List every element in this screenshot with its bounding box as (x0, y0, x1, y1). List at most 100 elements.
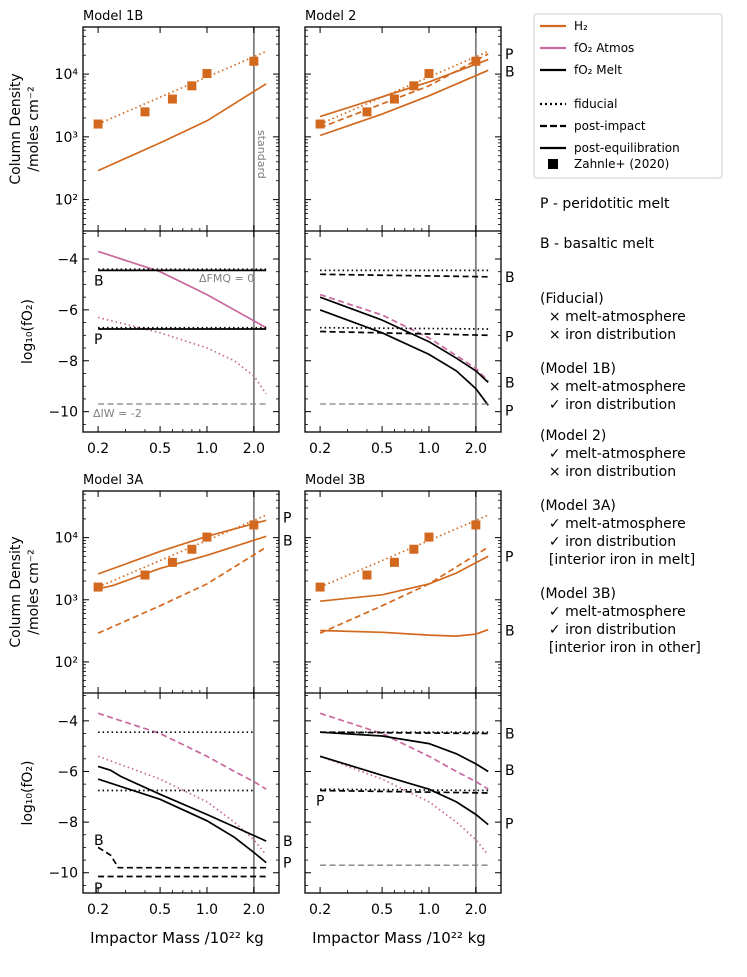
fo2-plot (97, 712, 267, 878)
x-tick-label: 0.5 (149, 441, 171, 457)
inline-label: P (505, 403, 513, 419)
x-tick-label: 1.0 (196, 441, 218, 457)
y-axis-label-fo2: log₁₀(fO₂) (20, 760, 36, 825)
panel-model-3b: Model 3B P B B B P P 0.2 0.5 1.0 2.0 (304, 473, 515, 918)
series-line-fo2-atmos-fiducial (97, 755, 267, 856)
series-line-fo2-melt-p-fiducial (320, 326, 489, 330)
legend-label: fO₂ Melt (574, 63, 622, 77)
series-line-h2-post-impact (97, 546, 267, 634)
zahnle-point (362, 570, 372, 580)
note-line: B - basaltic melt (540, 236, 654, 252)
series-line-fo2-atmos-post-impact (319, 712, 489, 790)
zahnle-point (187, 544, 197, 554)
series-line-fo2-melt-p-post-equilibration (319, 309, 489, 406)
inline-label: P (316, 794, 324, 810)
y-tick-label: −10 (48, 405, 78, 421)
note-line: (Model 2) (540, 428, 606, 444)
y-axis-label-column: Column Density (8, 73, 24, 184)
y-tick-label: −6 (57, 764, 78, 780)
legend-label: post-equilibration (574, 141, 680, 155)
x-tick-label: 2.0 (243, 902, 265, 918)
panel-title: Model 3B (305, 473, 365, 488)
series-line-h2-p-post-impact (319, 53, 489, 129)
column-density-plot (315, 50, 489, 137)
y-axis-label-column-units: /moles cm⁻² (26, 549, 42, 635)
panel-model-1b: Model 1B standard B P ΔFMQ = 0 ΔIW = -2 0.2 0.5… (48, 9, 280, 457)
series-line-h2-p-post-equilibration (319, 58, 489, 118)
note-line: (Model 3B) (540, 586, 616, 602)
series-line-fo2-atmos-b-post-equilibration (97, 250, 267, 329)
series-line-h2-post-equilibration (97, 83, 267, 172)
x-tick-label: 1.0 (418, 441, 440, 457)
zahnle-point (187, 81, 197, 91)
note-line: (Model 1B) (540, 361, 616, 377)
note-line: (Model 3A) (540, 498, 616, 514)
y-tick-label: 10⁴ (55, 67, 79, 83)
zahnle-point (202, 69, 212, 79)
inline-label: B (94, 833, 104, 849)
note-line: [interior iron in melt] (540, 552, 695, 568)
zahnle-point (167, 557, 177, 567)
end-label: B (505, 624, 515, 640)
panel-title: Model 1B (83, 9, 143, 24)
series-line-h2-b-post-equilibration (319, 69, 489, 137)
x-tick-label: 2.0 (465, 441, 487, 457)
y-axis-label-column: Column Density (8, 536, 24, 647)
inline-label: P (505, 816, 513, 832)
inline-label: P (505, 330, 513, 346)
x-tick-label: 0.5 (371, 441, 393, 457)
y-tick-label: −6 (57, 303, 78, 319)
x-axis-label: Impactor Mass /10²² kg (312, 929, 486, 947)
zahnle-point (93, 119, 103, 129)
series-line-h2-p-post-equilibration (320, 555, 489, 603)
note-line: ✓ melt-atmosphere (540, 604, 686, 620)
fo2-plot (319, 269, 489, 406)
inline-label: B (283, 834, 293, 850)
y-tick-label: −8 (57, 815, 78, 831)
series-line-fo2-melt-p-post-impact (320, 330, 489, 337)
note-line: ✓ melt-atmosphere (540, 516, 686, 532)
zahnle-point (409, 544, 419, 554)
y-axis-label-fo2: log₁₀(fO₂) (20, 299, 36, 364)
dfmq-label: ΔFMQ = 0 (199, 272, 254, 285)
zahnle-point (471, 56, 481, 66)
fo2-plot (97, 250, 267, 405)
series-line-fo2-atmos-post-impact (97, 712, 267, 790)
series-line-fo2-melt-p-fiducial (320, 788, 489, 792)
series-line-fo2-melt-b-post-impact (320, 273, 489, 278)
x-tick-label: 0.5 (371, 902, 393, 918)
column-density-plot (315, 514, 489, 637)
series-line-fo2-atmos-p-fiducial (97, 316, 267, 395)
zahnle-point (471, 520, 481, 530)
series-line-fo2-atmos-post-impact (319, 293, 489, 382)
legend-label: Zahnle+ (2020) (574, 157, 669, 171)
x-tick-label: 0.2 (87, 441, 109, 457)
note-line: P - peridotitic melt (540, 196, 670, 212)
zahnle-point (409, 81, 419, 91)
note-line: ✓ iron distribution (540, 397, 676, 413)
series-line-fo2-melt-p-post-equilibration (319, 755, 489, 826)
zahnle-point (140, 107, 150, 117)
panel-model-3a: Model 3APBBPBP0.20.51.02.010²10³10⁴−10−8… (48, 473, 292, 918)
note-line: × iron distribution (540, 464, 676, 480)
zahnle-point (167, 94, 177, 104)
series-line-h2-fiducial (97, 50, 267, 125)
y-tick-label: 10² (55, 655, 78, 671)
x-tick-label: 1.0 (196, 902, 218, 918)
zahnle-point (424, 69, 434, 79)
series-line-fo2-melt-b-post-equilibration (320, 731, 489, 773)
column-density-plot (93, 50, 267, 172)
x-tick-label: 0.2 (87, 902, 109, 918)
legend: H₂ fO₂ Atmos fO₂ Melt fiducial post-impact po… (533, 13, 723, 179)
x-tick-label: 1.0 (418, 902, 440, 918)
series-line-fo2-melt-b-post-equilibration (319, 296, 489, 384)
zahnle-point (249, 520, 259, 530)
note-line: × iron distribution (540, 327, 676, 343)
diw-label: ΔIW = -2 (93, 407, 142, 420)
series-line-fo2-melt-p-post-impact (320, 789, 489, 794)
x-tick-label: 0.2 (309, 441, 331, 457)
end-label: P (505, 549, 513, 565)
x-tick-label: 0.2 (309, 902, 331, 918)
y-tick-label: 10³ (55, 130, 78, 146)
